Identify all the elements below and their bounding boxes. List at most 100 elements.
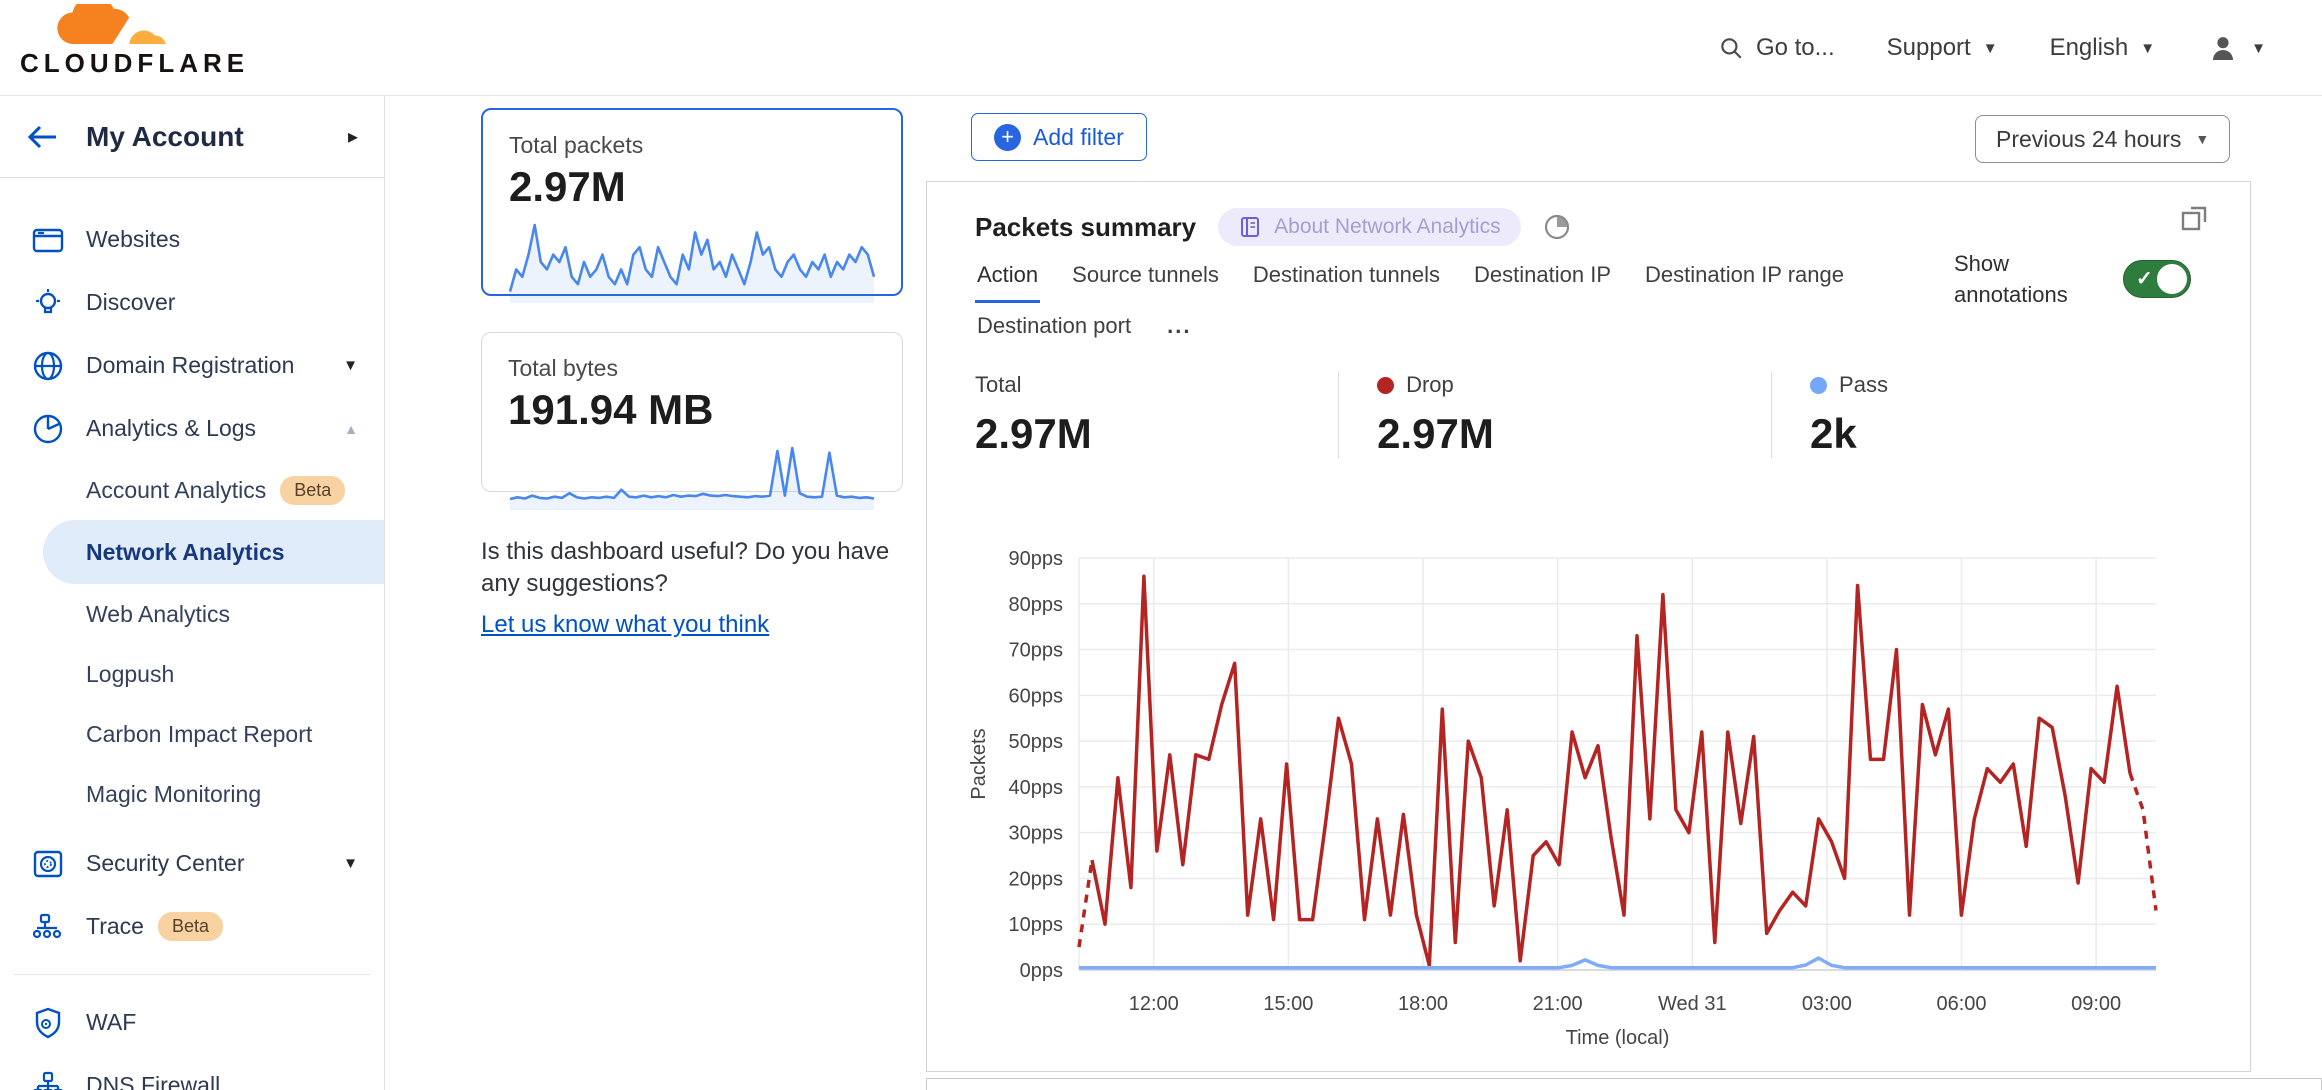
bytes-sparkline bbox=[509, 446, 875, 510]
cloudflare-wordmark: CLOUDFLARE bbox=[20, 48, 250, 78]
sidebar-subitem-network-analytics[interactable]: Network Analytics bbox=[43, 520, 384, 584]
header-actions: Go to... Support ▼ English ▼ ▼ bbox=[1718, 0, 2266, 96]
svg-text:20pps: 20pps bbox=[1009, 868, 1064, 890]
drop-series-dot bbox=[1377, 376, 1395, 394]
svg-text:12:00: 12:00 bbox=[1129, 993, 1179, 1015]
tabs-overflow-button[interactable]: ... bbox=[1167, 313, 1192, 338]
stat-total: Total 2.97M bbox=[975, 372, 1338, 458]
feedback-block: Is this dashboard useful? Do you have an… bbox=[481, 536, 903, 641]
svg-text:15:00: 15:00 bbox=[1263, 993, 1313, 1015]
svg-text:18:00: 18:00 bbox=[1398, 993, 1448, 1015]
sidebar-item-websites[interactable]: Websites bbox=[0, 208, 384, 271]
stat-pass: Pass 2k bbox=[1771, 372, 2204, 458]
sidebar-subitem-logpush[interactable]: Logpush bbox=[0, 644, 384, 704]
series-stats-row: Total 2.97M Drop 2.97M Pass 2k bbox=[975, 372, 2204, 458]
svg-text:0pps: 0pps bbox=[1020, 960, 1063, 982]
sidebar-item-label: Trace bbox=[86, 913, 144, 939]
sidebar-item-label: WAF bbox=[86, 1009, 137, 1035]
pie-chart-icon bbox=[30, 411, 66, 447]
go-to-search[interactable]: Go to... bbox=[1718, 34, 1835, 62]
support-menu[interactable]: Support ▼ bbox=[1887, 34, 1998, 62]
tab-action[interactable]: Action bbox=[975, 256, 1041, 303]
lightbulb-icon bbox=[30, 285, 66, 321]
stat-label: Drop bbox=[1406, 372, 1454, 397]
svg-text:09:00: 09:00 bbox=[2071, 993, 2121, 1015]
expand-panel-icon[interactable] bbox=[2180, 204, 2208, 232]
total-bytes-card[interactable]: Total bytes 191.94 MB bbox=[481, 332, 903, 510]
sidebar-item-domain-registration[interactable]: Domain Registration ▼ bbox=[0, 334, 384, 397]
tab-destination-port[interactable]: Destination port bbox=[977, 313, 1132, 338]
beta-badge: Beta bbox=[157, 912, 223, 941]
sidebar-item-label: Domain Registration bbox=[86, 352, 295, 378]
chevron-down-icon[interactable]: ▼ bbox=[343, 855, 358, 872]
tab-destination-tunnels[interactable]: Destination tunnels bbox=[1252, 262, 1441, 287]
chevron-down-icon[interactable]: ▼ bbox=[343, 357, 358, 374]
tab-destination-ip[interactable]: Destination IP bbox=[1474, 262, 1612, 287]
stat-label: Total bbox=[975, 372, 1022, 397]
sidebar-subitem-web-analytics[interactable]: Web Analytics bbox=[0, 584, 384, 644]
account-name[interactable]: My Account bbox=[86, 120, 244, 152]
top-header: CLOUDFLARE Go to... Support ▼ English ▼ … bbox=[0, 0, 2322, 96]
sidebar-item-label: DNS Firewall bbox=[86, 1072, 221, 1090]
chevron-up-icon[interactable]: ▲ bbox=[344, 420, 358, 437]
sidebar-item-trace[interactable]: Trace Beta bbox=[0, 895, 384, 958]
panel-header: Packets summary About Network Analytics bbox=[975, 208, 1571, 246]
time-range-dropdown[interactable]: Previous 24 hours ▼ bbox=[1975, 115, 2231, 163]
plus-icon: + bbox=[994, 123, 1021, 151]
sidebar-item-waf[interactable]: WAF bbox=[0, 991, 384, 1054]
back-arrow-icon[interactable] bbox=[26, 122, 60, 152]
card-title: Total bytes bbox=[508, 355, 618, 381]
account-header: My Account ▸ bbox=[0, 96, 384, 178]
pie-slice-icon[interactable] bbox=[1543, 213, 1571, 241]
sidebar-item-analytics-logs[interactable]: Analytics & Logs ▲ bbox=[0, 397, 384, 460]
tab-destination-ip-range[interactable]: Destination IP range bbox=[1645, 262, 1844, 287]
summary-column: Total packets 2.97M Total bytes 191.94 M… bbox=[481, 108, 903, 641]
language-menu[interactable]: English ▼ bbox=[2050, 34, 2156, 62]
stat-value: 2k bbox=[1810, 410, 1857, 457]
svg-text:70pps: 70pps bbox=[1009, 640, 1064, 662]
add-filter-button[interactable]: + Add filter bbox=[971, 113, 1147, 161]
book-icon bbox=[1241, 217, 1260, 237]
svg-text:90pps: 90pps bbox=[1009, 548, 1064, 570]
sidebar-item-dns-firewall[interactable]: DNS Firewall bbox=[0, 1054, 384, 1090]
sidebar-item-security-center[interactable]: Security Center ▼ bbox=[0, 832, 384, 895]
total-packets-card[interactable]: Total packets 2.97M bbox=[481, 108, 903, 303]
sidebar-subitem-account-analytics[interactable]: Account Analytics Beta bbox=[0, 460, 384, 520]
chevron-right-icon[interactable]: ▸ bbox=[347, 126, 358, 148]
chevron-down-icon: ▼ bbox=[2251, 39, 2266, 57]
svg-text:Time (local): Time (local) bbox=[1566, 1027, 1670, 1049]
sidebar-subitem-label: Web Analytics bbox=[86, 600, 231, 627]
stat-drop: Drop 2.97M bbox=[1338, 372, 1771, 458]
check-icon: ✓ bbox=[2136, 268, 2153, 290]
cloudflare-cloud-icon bbox=[57, 4, 166, 44]
svg-text:30pps: 30pps bbox=[1009, 823, 1064, 845]
show-annotations-toggle[interactable]: ✓ bbox=[2123, 260, 2191, 298]
packets-time-series-chart[interactable]: 0pps 10pps 20pps 30pps 40pps 50pps 60pps 70pps 8… bbox=[927, 534, 2252, 1064]
tab-source-tunnels[interactable]: Source tunnels bbox=[1072, 262, 1219, 287]
svg-text:60pps: 60pps bbox=[1009, 685, 1064, 707]
packets-summary-panel: Packets summary About Network Analytics … bbox=[926, 181, 2251, 1072]
feedback-link[interactable]: Let us know what you think bbox=[481, 610, 770, 638]
sidebar-item-discover[interactable]: Discover bbox=[0, 271, 384, 334]
sidebar-item-label: Security Center bbox=[86, 850, 245, 876]
chevron-down-icon: ▼ bbox=[2140, 39, 2156, 57]
svg-text:21:00: 21:00 bbox=[1533, 993, 1583, 1015]
add-filter-label: Add filter bbox=[1033, 123, 1124, 150]
sidebar-subitem-carbon-impact-report[interactable]: Carbon Impact Report bbox=[0, 704, 384, 764]
svg-text:40pps: 40pps bbox=[1009, 777, 1064, 799]
stat-value: 2.97M bbox=[1377, 410, 1494, 457]
sidebar-subitem-label: Carbon Impact Report bbox=[86, 720, 313, 747]
trace-nodes-icon bbox=[30, 909, 66, 945]
account-menu[interactable]: ▼ bbox=[2207, 32, 2266, 64]
next-panel-edge bbox=[926, 1078, 2322, 1090]
support-label: Support bbox=[1886, 34, 1971, 61]
svg-text:03:00: 03:00 bbox=[1802, 993, 1852, 1015]
sidebar-item-label: Websites bbox=[86, 226, 181, 252]
svg-text:06:00: 06:00 bbox=[1937, 993, 1987, 1015]
about-network-analytics-badge[interactable]: About Network Analytics bbox=[1218, 208, 1521, 246]
time-range-label: Previous 24 hours bbox=[1996, 125, 2182, 152]
cloudflare-logo[interactable]: CLOUDFLARE bbox=[20, 4, 250, 79]
panel-title: Packets summary bbox=[975, 211, 1197, 242]
sidebar-subitem-magic-monitoring[interactable]: Magic Monitoring bbox=[0, 764, 384, 824]
